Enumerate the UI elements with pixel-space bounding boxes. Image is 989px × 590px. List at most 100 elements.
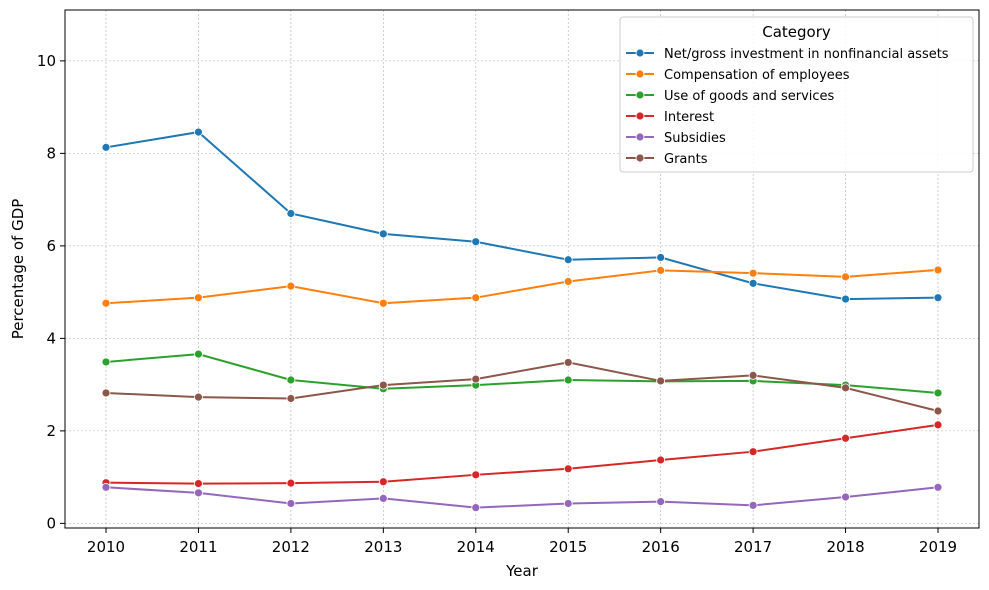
series-line [105, 353, 939, 394]
data-point [748, 268, 758, 278]
x-axis: 2010 2011 2012 2013 2014 2015 2016 2017 2018 2019 [87, 528, 957, 556]
y-tick-label: 6 [46, 237, 56, 255]
y-tick-label: 8 [46, 144, 56, 162]
x-axis-title: Year [505, 562, 539, 580]
data-point [656, 253, 666, 262]
data-point [194, 127, 203, 137]
legend-item: Grants [626, 152, 708, 167]
data-point [286, 375, 296, 385]
data-point [101, 357, 111, 367]
data-point [194, 488, 203, 498]
data-point [748, 500, 758, 510]
x-tick-label: 2017 [734, 538, 772, 556]
series-subsidies [101, 482, 943, 513]
data-point [656, 376, 666, 386]
data-point [933, 388, 943, 398]
x-tick-label: 2016 [642, 538, 680, 556]
x-tick-label: 2010 [87, 538, 125, 556]
data-point [471, 470, 481, 480]
legend-title: Category [762, 23, 831, 41]
x-tick-label: 2012 [272, 538, 310, 556]
series-interest [101, 420, 943, 489]
data-point [933, 420, 943, 430]
series-compensation-of-employees [101, 265, 943, 308]
legend-box [619, 16, 974, 173]
data-point [194, 349, 203, 359]
data-point [286, 478, 296, 488]
legend-label: Interest [664, 110, 714, 125]
y-axis-title: Percentage of GDP [9, 199, 27, 340]
y-tick-label: 0 [46, 514, 56, 532]
x-tick-label: 2018 [826, 538, 864, 556]
y-tick-label: 4 [46, 329, 56, 347]
data-point [933, 406, 943, 416]
legend: Category Net/gross investment in nonfina… [619, 16, 974, 173]
data-point [378, 298, 388, 308]
data-point [841, 433, 850, 443]
data-point [378, 493, 388, 503]
data-point [194, 293, 203, 303]
data-point [286, 281, 296, 291]
x-tick-label: 2015 [549, 538, 587, 556]
data-point [286, 209, 296, 218]
data-point [378, 477, 388, 487]
legend-swatch-marker [635, 132, 645, 142]
data-point [101, 388, 111, 398]
series-line [105, 486, 939, 509]
plot-frame [64, 9, 980, 529]
data-point [378, 380, 388, 390]
x-tick-label: 2014 [457, 538, 495, 556]
data-point [933, 265, 943, 275]
data-point [933, 293, 943, 303]
data-point [656, 265, 666, 275]
series-line [105, 131, 939, 301]
x-tick-label: 2011 [179, 538, 217, 556]
y-tick-label: 2 [46, 422, 56, 440]
data-point [563, 499, 573, 508]
x-tick-label: 2013 [364, 538, 402, 556]
series-line [105, 268, 939, 305]
legend-swatch-marker [635, 153, 645, 163]
data-point [101, 298, 111, 308]
legend-swatch-marker [635, 69, 645, 79]
series-net-gross-investment-in-nonfinancial-assets [101, 127, 943, 304]
legend-label: Net/gross investment in nonfinancial ass… [664, 47, 949, 62]
data-point [378, 229, 388, 239]
legend-item: Interest [626, 110, 714, 125]
data-point [194, 479, 203, 489]
data-point [563, 277, 573, 286]
series-line [105, 361, 939, 412]
legend-label: Use of goods and services [664, 89, 835, 104]
data-point [841, 492, 850, 502]
data-point [841, 272, 850, 282]
grid-lines [65, 10, 979, 528]
data-point [748, 278, 758, 288]
data-point [563, 375, 573, 385]
legend-item: Net/gross investment in nonfinancial ass… [626, 47, 949, 62]
data-point [563, 464, 573, 474]
legend-swatch-marker [635, 111, 645, 121]
data-point [471, 503, 481, 513]
data-point [101, 142, 111, 152]
data-point [194, 392, 203, 402]
legend-items: Net/gross investment in nonfinancial ass… [626, 47, 949, 167]
y-axis: 0 2 4 6 8 10 [37, 52, 65, 532]
legend-swatch-marker [635, 90, 645, 100]
series-line [105, 423, 939, 485]
legend-label: Subsidies [664, 131, 726, 146]
data-point [286, 499, 296, 508]
legend-label: Grants [664, 152, 708, 167]
y-tick-label: 10 [37, 52, 56, 70]
data-point [286, 394, 296, 403]
series-use-of-goods-and-services [101, 349, 943, 398]
x-tick-label: 2019 [919, 538, 957, 556]
legend-item: Use of goods and services [626, 89, 835, 104]
data-point [748, 370, 758, 380]
legend-item: Compensation of employees [626, 68, 850, 83]
data-point [471, 293, 481, 303]
data-point [563, 255, 573, 265]
series-layer [101, 127, 943, 513]
data-point [471, 374, 481, 384]
data-point [841, 294, 850, 304]
